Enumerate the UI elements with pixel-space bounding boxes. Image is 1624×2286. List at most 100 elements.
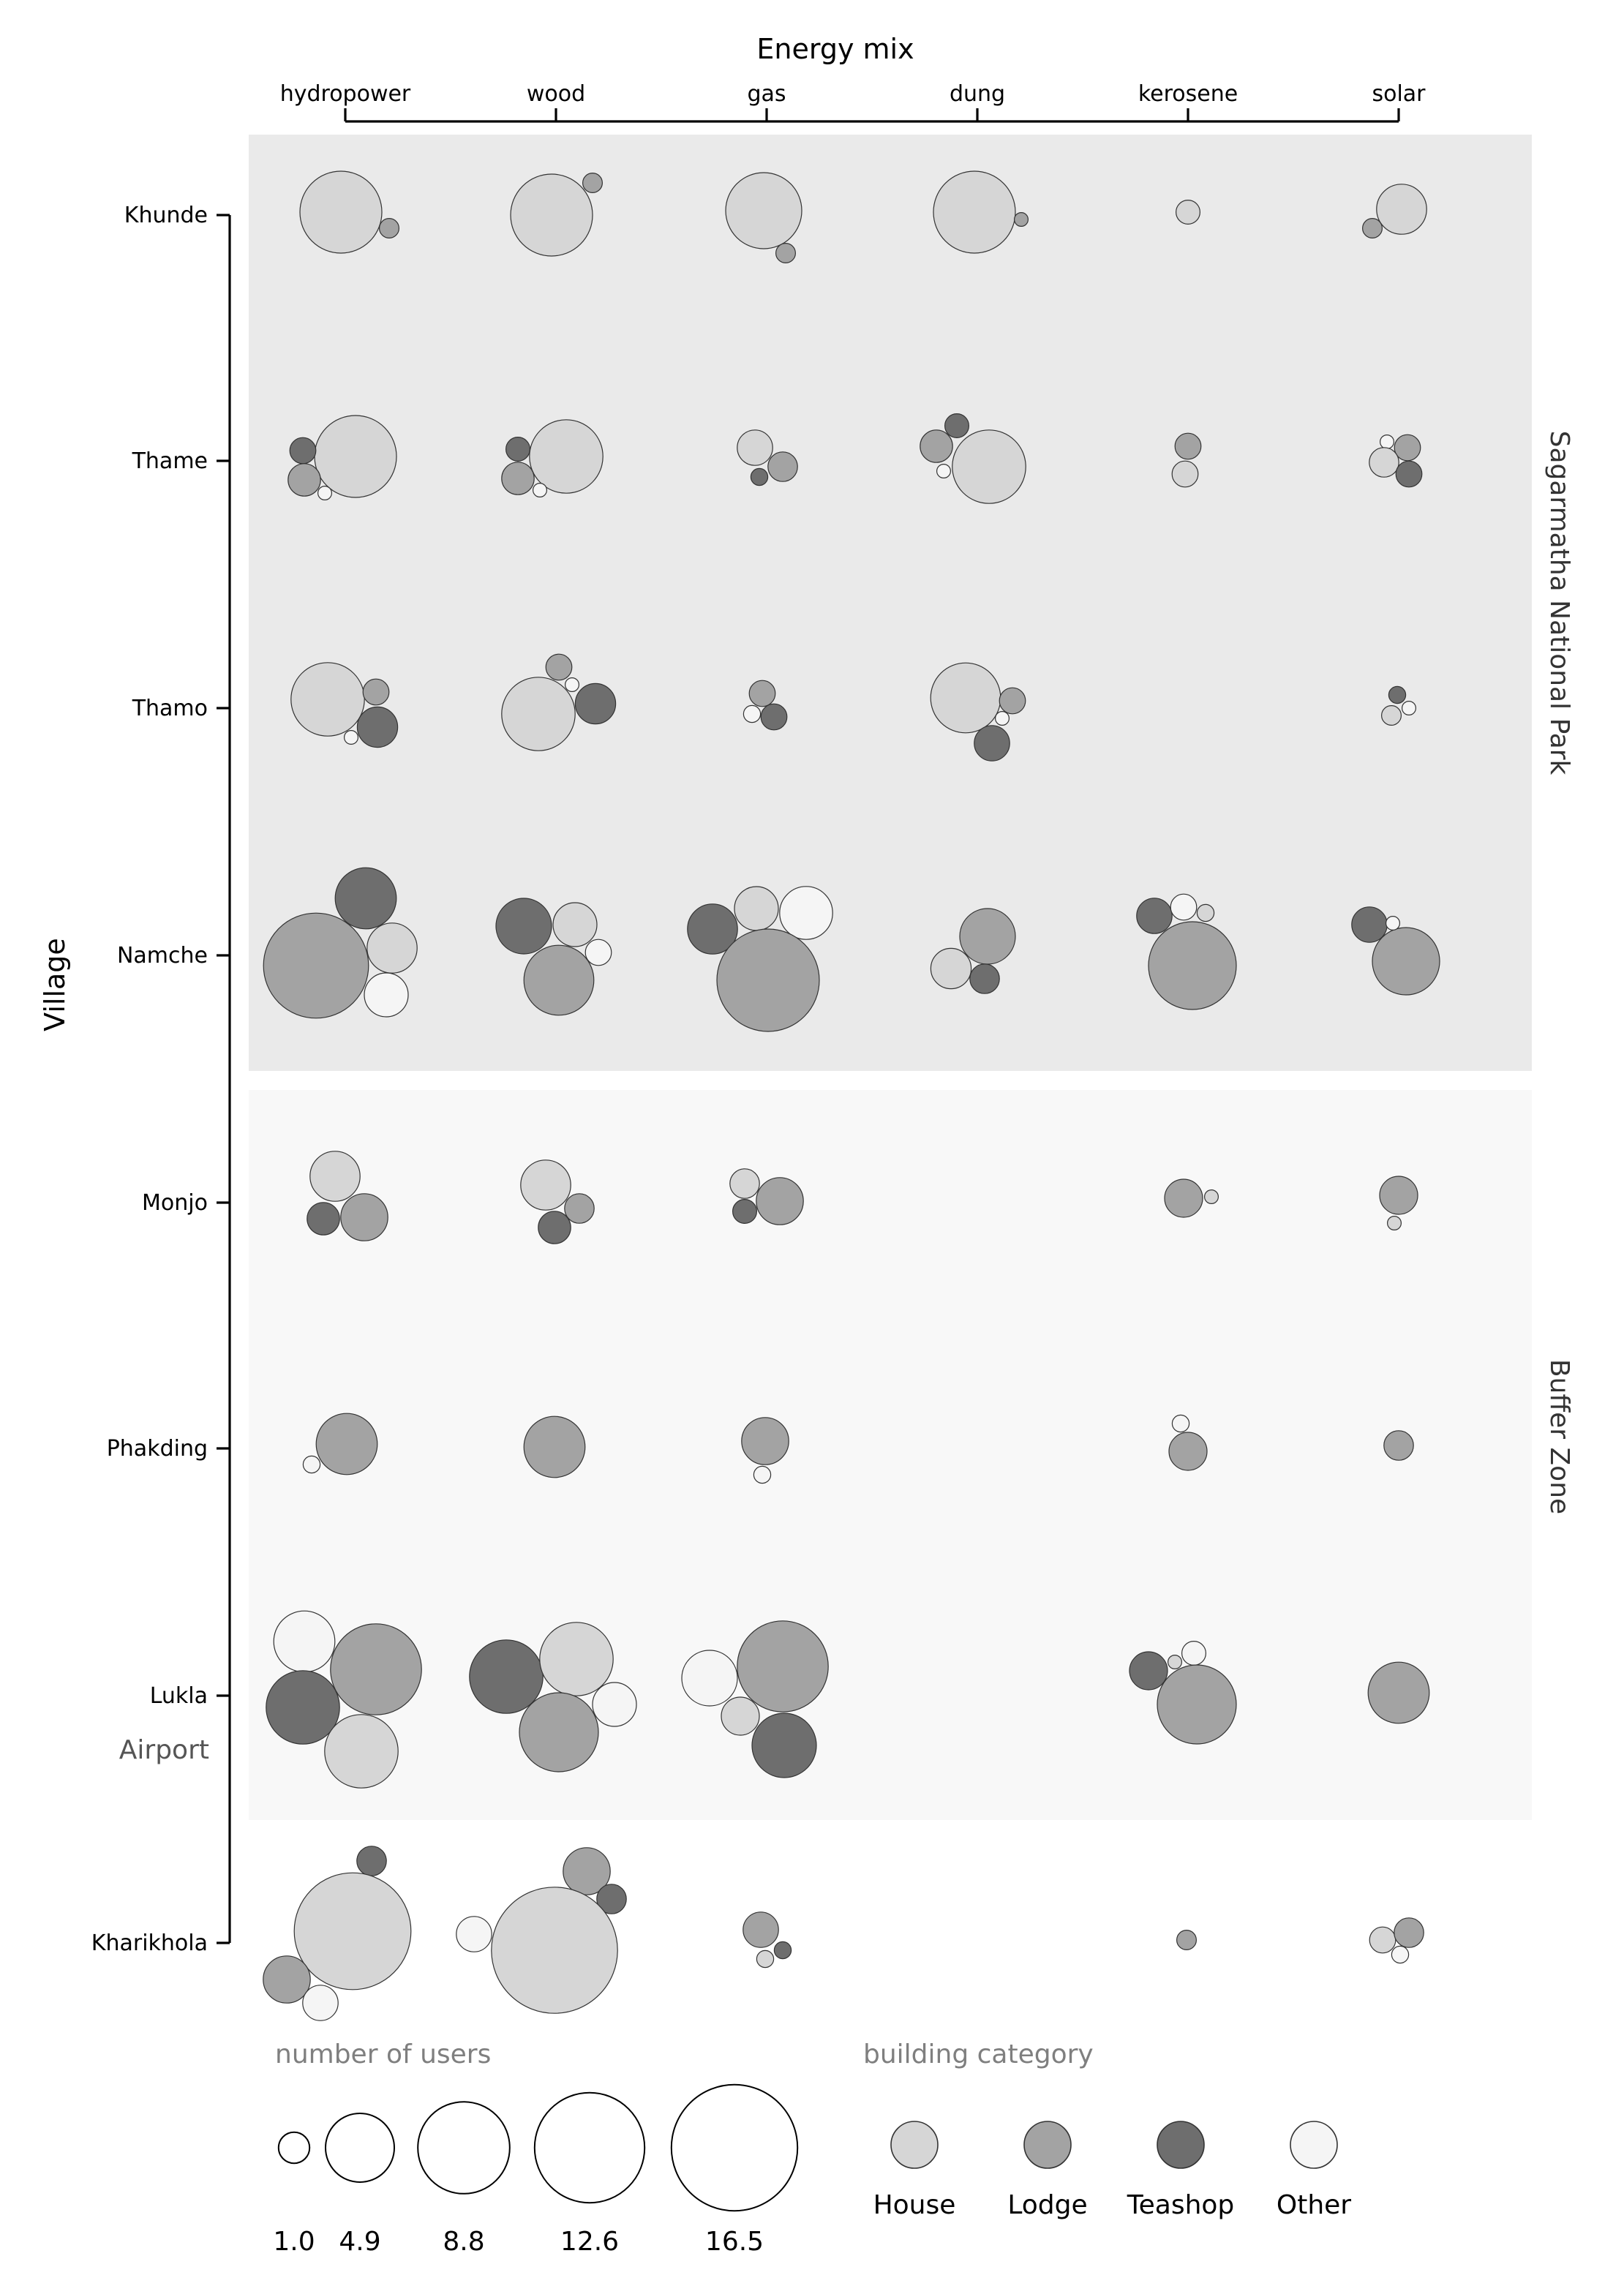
- bubble-lukla-wood-teashop: Lukla / wood / Teashop: 5.6: [469, 1639, 544, 1714]
- x-axis-title: Energy mix: [756, 33, 914, 65]
- bubble-thame-solar-teashop: Thame / solar / Teashop: 0.7: [1395, 460, 1423, 488]
- bubble-lukla-hydropower-other: Lukla / hydropower / Other: 3.9: [273, 1610, 336, 1673]
- x-tick-label-gas: gas: [747, 81, 786, 107]
- y-tick-label-thamo: Thamo: [132, 696, 208, 721]
- bubble-khunde-gas-lodge: Khunde / gas / Lodge: 0.4: [775, 243, 796, 264]
- bubble-thame-dung-lodge: Thame / dung / Lodge: 1.1: [920, 429, 953, 463]
- bubble-khunde-hydropower-lodge: Khunde / hydropower / Lodge: 0.4: [378, 218, 399, 239]
- bubble-monjo-gas-house: Monjo / gas / House: 0.9: [729, 1168, 760, 1199]
- bubble-kharikhola-wood-house: Kharikhola / wood / House: 16.5: [491, 1887, 618, 2014]
- bubble-namche-dung-lodge: Namche / dung / Lodge: 3.2: [959, 908, 1016, 965]
- bubble-monjo-hydropower-lodge: Monjo / hydropower / Lodge: 2.3: [340, 1193, 388, 1241]
- bubble-thamo-gas-lodge: Thamo / gas / Lodge: 0.7: [748, 680, 776, 707]
- bubble-thamo-dung-lodge: Thamo / dung / Lodge: 0.7: [999, 687, 1026, 715]
- bubble-kharikhola-wood-lodge: Kharikhola / wood / Lodge: 2.3: [563, 1847, 611, 1895]
- bubble-thame-solar-other: Thame / solar / Other: 0.2: [1379, 434, 1394, 449]
- bubble-namche-gas-house: Namche / gas / House: 2: [734, 886, 779, 931]
- bubble-thame-wood-lodge: Thame / wood / Lodge: 1.1: [501, 462, 535, 495]
- size-legend-circle: [325, 2113, 395, 2183]
- bubble-khunde-solar-lodge: Khunde / solar / Lodge: 0.4: [1361, 218, 1383, 239]
- bubble-lukla-gas-lodge: Lukla / gas / Lodge: 8.6: [737, 1620, 829, 1712]
- zone-label-buffer: Buffer Zone: [1544, 1359, 1574, 1514]
- y-tick-label-kharikhola: Kharikhola: [91, 1930, 208, 1956]
- bubble-namche-gas-other: Namche / gas / Other: 2.9: [779, 886, 833, 940]
- bubble-namche-kerosene-lodge: Namche / kerosene / Lodge: 8: [1148, 921, 1237, 1010]
- bubble-namche-kerosene-house: Namche / kerosene / House: 0.3: [1196, 903, 1215, 922]
- bubble-lukla-kerosene-house: Lukla / kerosene / House: 0.2: [1167, 1655, 1182, 1670]
- bubble-thamo-hydropower-lodge: Thamo / hydropower / Lodge: 0.7: [362, 678, 390, 706]
- bubble-khunde-dung-lodge: Khunde / dung / Lodge: 0.2: [1013, 212, 1029, 228]
- bubble-thame-gas-teashop: Thame / gas / Teashop: 0.3: [750, 467, 769, 486]
- bubble-namche-wood-teashop: Namche / wood / Teashop: 3.2: [495, 898, 552, 955]
- bubble-thamo-gas-teashop: Thamo / gas / Teashop: 0.7: [760, 703, 788, 731]
- bubble-namche-kerosene-other: Namche / kerosene / Other: 0.7: [1170, 893, 1198, 921]
- bubble-kharikhola-solar-lodge: Kharikhola / solar / Lodge: 0.9: [1394, 1917, 1424, 1948]
- bubble-thame-hydropower-other: Thame / hydropower / Other: 0.2: [317, 485, 333, 500]
- bubble-thame-dung-house: Thame / dung / House: 5.6: [952, 429, 1026, 504]
- bubble-thame-gas-lodge: Thame / gas / Lodge: 0.9: [767, 451, 798, 482]
- bubble-lukla-gas-house: Lukla / gas / House: 1.5: [721, 1696, 760, 1736]
- bubble-kharikhola-wood-other: Kharikhola / wood / Other: 1.3: [456, 1916, 492, 1952]
- bubble-thame-solar-house: Thame / solar / House: 0.9: [1369, 447, 1399, 478]
- bubble-phakding-solar-lodge: Phakding / solar / Lodge: 0.9: [1383, 1430, 1414, 1461]
- bubble-monjo-wood-teashop: Monjo / wood / Teashop: 1.1: [538, 1211, 571, 1244]
- size-legend-circle: [670, 2083, 799, 2212]
- bubble-monjo-solar-house: Monjo / solar / House: 0.2: [1386, 1215, 1402, 1230]
- bubble-kharikhola-wood-teashop: Kharikhola / wood / Teashop: 0.9: [596, 1884, 627, 1914]
- bubble-namche-dung-house: Namche / dung / House: 1.7: [930, 947, 972, 990]
- bubble-khunde-gas-house: Khunde / gas / House: 6: [725, 172, 802, 249]
- bubble-khunde-kerosene-house: Khunde / kerosene / House: 0.6: [1175, 200, 1200, 225]
- bubble-monjo-hydropower-teashop: Monjo / hydropower / Teashop: 1.1: [307, 1202, 340, 1236]
- bubble-kharikhola-hydropower-lodge: Kharikhola / hydropower / Lodge: 2.3: [263, 1955, 311, 2004]
- bubble-thame-kerosene-lodge: Thame / kerosene / Lodge: 0.7: [1174, 432, 1202, 460]
- bubble-thamo-dung-teashop: Thamo / dung / Teashop: 1.3: [974, 725, 1010, 762]
- bubble-lukla-kerosene-teashop: Lukla / kerosene / Teashop: 1.5: [1129, 1651, 1168, 1691]
- bubble-phakding-hydropower-lodge: Phakding / hydropower / Lodge: 3.9: [315, 1413, 378, 1475]
- bubble-khunde-dung-house: Khunde / dung / House: 7: [933, 170, 1016, 254]
- bubble-thame-wood-teashop: Thame / wood / Teashop: 0.6: [505, 436, 530, 462]
- y-tick-label-monjo: Monjo: [142, 1190, 208, 1216]
- bubble-thame-wood-house: Thame / wood / House: 5.6: [529, 419, 604, 494]
- y-axis: Khunde Thame Thamo Namche Monjo Phakding Lukla…: [91, 203, 231, 1956]
- x-tick-label-kerosene: kerosene: [1138, 81, 1238, 107]
- bubble-thame-hydropower-lodge: Thame / hydropower / Lodge: 1.1: [287, 463, 321, 497]
- bubble-phakding-wood-lodge: Phakding / wood / Lodge: 3.9: [523, 1415, 586, 1478]
- bubble-lukla-wood-other: Lukla / wood / Other: 2: [592, 1682, 637, 1727]
- bubbles: Khunde / hydropower / House: 7Khunde / h…: [263, 170, 1440, 2021]
- y-tick-label-lukla: Lukla: [150, 1683, 208, 1709]
- x-tick-label-dung: dung: [950, 81, 1005, 107]
- size-legend-label: 12.6: [560, 2227, 619, 2257]
- legend-swatch-teashop: [1157, 2121, 1205, 2169]
- bubble-kharikhola-gas-teashop: Kharikhola / gas / Teashop: 0.3: [773, 1941, 792, 1960]
- bubble-kharikhola-gas-house: Kharikhola / gas / House: 0.3: [756, 1950, 775, 1969]
- bubble-namche-hydropower-other: Namche / hydropower / Other: 2: [364, 972, 409, 1018]
- size-legend-label: 8.8: [443, 2227, 484, 2257]
- bubble-thamo-wood-other: Thamo / wood / Other: 0.2: [564, 677, 579, 692]
- bubble-monjo-gas-teashop: Monjo / gas / Teashop: 0.6: [732, 1198, 757, 1224]
- bubble-namche-wood-other: Namche / wood / Other: 0.7: [584, 939, 612, 966]
- bubble-phakding-gas-other: Phakding / gas / Other: 0.3: [753, 1465, 772, 1484]
- bubble-kharikhola-hydropower-house: Kharikhola / hydropower / House: 14.2: [293, 1872, 412, 1990]
- y-axis-title: Village: [39, 938, 71, 1031]
- bubble-thamo-wood-lodge: Thamo / wood / Lodge: 0.7: [545, 653, 573, 681]
- bubble-thamo-wood-house: Thamo / wood / House: 5.6: [501, 677, 576, 751]
- bubble-thamo-dung-other: Thamo / dung / Other: 0.2: [994, 710, 1010, 726]
- bubble-thamo-solar-teashop: Thamo / solar / Teashop: 0.3: [1388, 685, 1407, 704]
- bubble-namche-solar-teashop: Namche / solar / Teashop: 1.3: [1351, 906, 1388, 943]
- bubble-lukla-hydropower-lodge: Lukla / hydropower / Lodge: 8.6: [330, 1623, 422, 1715]
- bubble-kharikhola-hydropower-other: Kharikhola / hydropower / Other: 1.3: [302, 1985, 339, 2021]
- bubble-namche-hydropower-teashop: Namche / hydropower / Teashop: 3.9: [334, 867, 397, 930]
- legend-label-house: House: [873, 2190, 956, 2220]
- y-tick-label-thame: Thame: [132, 448, 208, 474]
- x-axis: hydropower wood gas dung kerosene solar: [280, 81, 1426, 123]
- size-legend: 1.0 4.9 8.8 12.6 16.5: [273, 2083, 799, 2257]
- bubble-namche-hydropower-lodge: Namche / hydropower / Lodge: 11.5: [263, 912, 369, 1019]
- bubble-namche-kerosene-teashop: Namche / kerosene / Teashop: 1.3: [1136, 898, 1173, 934]
- bubble-namche-hydropower-house: Namche / hydropower / House: 2.6: [366, 922, 418, 974]
- bubble-thamo-solar-other: Thamo / solar / Other: 0.2: [1401, 700, 1416, 715]
- bubble-thame-solar-lodge: Thame / solar / Lodge: 0.7: [1394, 434, 1421, 462]
- size-legend-circle: [277, 2131, 311, 2165]
- x-tick-label-solar: solar: [1372, 81, 1426, 107]
- bubble-thame-hydropower-house: Thame / hydropower / House: 7: [314, 415, 397, 498]
